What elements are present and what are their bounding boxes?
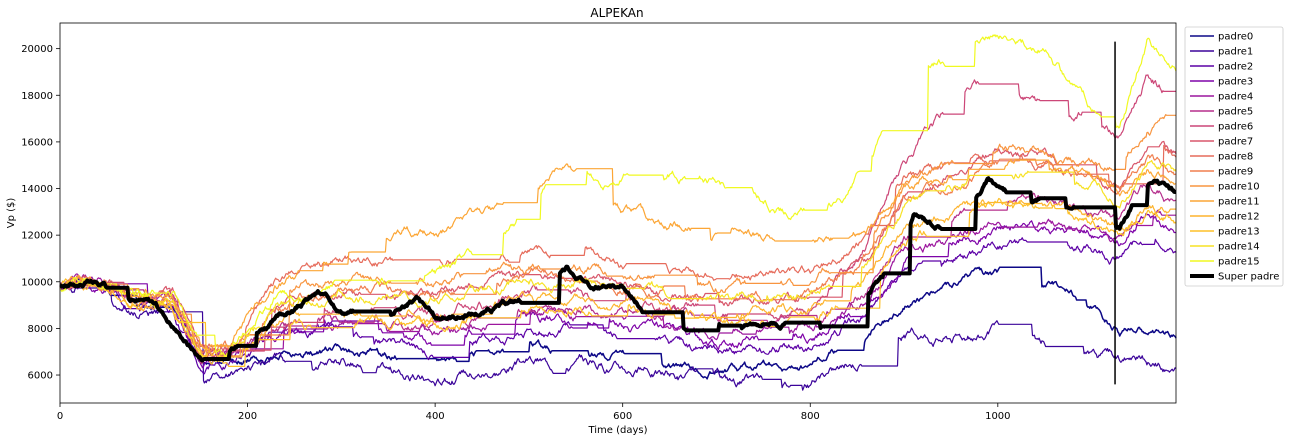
y-axis-label: Vp ($) [6,198,17,229]
x-tick-label: 200 [238,411,257,422]
y-tick-label: 10000 [21,277,53,288]
chart-title: ALPEKAn [590,6,643,20]
series-line-padre2 [59,237,1177,375]
legend-label: padre12 [1218,212,1260,223]
plot-frame [59,22,1177,404]
legend-label: padre3 [1218,77,1253,88]
legend-label: padre11 [1218,197,1260,208]
legend-label: padre13 [1218,227,1260,238]
series-line-padre11 [59,158,1176,351]
series-line-padre0 [59,266,1177,380]
legend-label: padre6 [1218,122,1253,133]
legend: padre0 padre1 padre2 padre3 padre4 padre5 padr… [1184,26,1284,287]
y-tick-label: 12000 [21,231,53,242]
legend-label: padre8 [1218,152,1253,163]
x-tick-label: 0 [57,411,63,422]
x-tick-label: 1000 [985,411,1010,422]
legend-label: padre10 [1218,182,1260,193]
series-line-padre13 [59,197,1177,367]
y-tick-label: 20000 [21,44,53,55]
legend-box [1184,26,1284,287]
legend-label: padre9 [1218,167,1253,178]
series-layer [58,34,1178,391]
y-tick-label: 6000 [28,371,53,382]
legend-label: padre2 [1218,62,1253,73]
legend-label: padre1 [1218,47,1253,58]
y-tick-label: 18000 [21,91,53,102]
legend-label: padre5 [1218,107,1253,118]
series-line-padre10 [59,114,1176,357]
series-line-padre14 [59,159,1177,362]
legend-label: padre15 [1218,257,1260,268]
legend-label: padre7 [1218,137,1253,148]
series-line-padre1 [59,283,1177,391]
x-axis-label: Time (days) [587,425,647,436]
legend-label: Super padre [1218,272,1279,283]
series-line-super-padre [58,176,1178,363]
legend-label: padre0 [1218,32,1253,43]
x-tick-label: 800 [801,411,820,422]
y-axis-ticks: 6000 8000 10000 12000 14000 16000 18000 20000 [21,44,60,382]
legend-label: padre14 [1218,242,1260,253]
y-tick-label: 16000 [21,137,53,148]
y-tick-label: 14000 [21,184,53,195]
y-tick-label: 8000 [28,324,53,335]
x-axis-ticks: 0 200 400 600 800 1000 [57,403,1011,422]
series-line-padre15 [59,34,1177,357]
series-line-padre8 [59,144,1177,349]
x-tick-label: 600 [613,411,632,422]
x-tick-label: 400 [426,411,445,422]
legend-label: padre4 [1218,92,1253,103]
plot-area [60,23,1176,403]
